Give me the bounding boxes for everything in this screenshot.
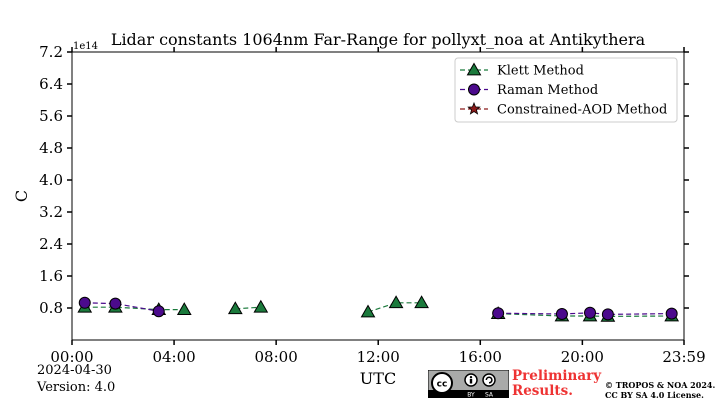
series-line — [84, 306, 185, 311]
y-tick-label: 4.0 — [39, 171, 63, 189]
x-tick-label: 12:00 — [357, 348, 400, 366]
legend-label: Raman Method — [497, 83, 598, 98]
y-tick-label: 4.8 — [39, 139, 63, 157]
copyright-notice: © TROPOS & NOA 2024. CC BY SA 4.0 Licens… — [605, 380, 715, 400]
x-tick-label: 08:00 — [255, 348, 298, 366]
data-point — [253, 299, 269, 313]
y-tick-label: 1.6 — [39, 267, 63, 285]
data-point — [584, 306, 597, 319]
data-point — [78, 296, 91, 309]
legend-label: Constrained-AOD Method — [497, 103, 667, 118]
results-text: Results. — [512, 383, 573, 399]
data-point — [109, 297, 122, 310]
y-offset-label: 1e14 — [73, 41, 98, 52]
chart-title: Lidar constants 1064nm Far-Range for pol… — [111, 30, 646, 49]
legend-label: Klett Method — [497, 64, 584, 79]
x-tick-label: 23:59 — [662, 348, 705, 366]
legend-marker — [467, 101, 481, 115]
plot-area: 00:00 04:00 08:00 12:00 16:00 20:00 23:59 0.8 1.… — [39, 43, 705, 366]
date-label: 2024-04-30 — [37, 363, 112, 378]
svg-text:SA: SA — [485, 392, 494, 399]
data-point — [152, 305, 165, 318]
x-axis-label: UTC — [360, 369, 396, 388]
series-line — [367, 302, 422, 313]
svg-text:cc: cc — [437, 380, 448, 390]
y-tick-label: 3.2 — [39, 203, 63, 221]
data-point — [492, 307, 505, 320]
y-tick-label: 7.2 — [39, 43, 63, 61]
preliminary-text: Preliminary — [512, 368, 602, 384]
x-tick-label: 16:00 — [459, 348, 502, 366]
series-raman-method — [78, 296, 678, 321]
version-label: Version: 4.0 — [37, 380, 116, 395]
cc-by-sa-license-badge: cc BY SA — [428, 370, 509, 398]
data-point — [388, 295, 404, 309]
y-axis-label: C — [12, 190, 31, 202]
legend: Klett Method Raman Method Constrained-AOD … — [454, 57, 678, 123]
copyright-line-1: © TROPOS & NOA 2024. — [605, 380, 716, 390]
y-tick-label: 0.8 — [39, 299, 63, 317]
legend-marker — [466, 62, 482, 76]
data-point — [601, 308, 614, 321]
data-point — [227, 301, 243, 315]
share-alike-icon — [482, 373, 496, 387]
legend-box — [454, 57, 678, 123]
y-tick-label: 6.4 — [39, 75, 63, 93]
data-point — [555, 308, 568, 320]
x-tick-label: 00:00 — [50, 348, 93, 366]
svg-text:BY: BY — [467, 392, 475, 399]
data-point — [176, 302, 192, 315]
x-tick-label: 04:00 — [152, 348, 195, 366]
data-point — [665, 307, 678, 320]
preliminary-results-label: Preliminary Results. — [512, 369, 601, 399]
series-line — [235, 306, 261, 310]
copyright-line-2: CC BY SA 4.0 License. — [605, 390, 704, 400]
data-point — [360, 304, 376, 318]
series-line — [84, 302, 159, 312]
legend-marker — [468, 83, 480, 96]
cc-icon — [431, 372, 453, 394]
y-tick-label: 5.6 — [39, 107, 63, 125]
data-point — [414, 295, 429, 309]
x-tick-label: 20:00 — [561, 348, 604, 366]
y-tick-label: 2.4 — [39, 235, 63, 253]
